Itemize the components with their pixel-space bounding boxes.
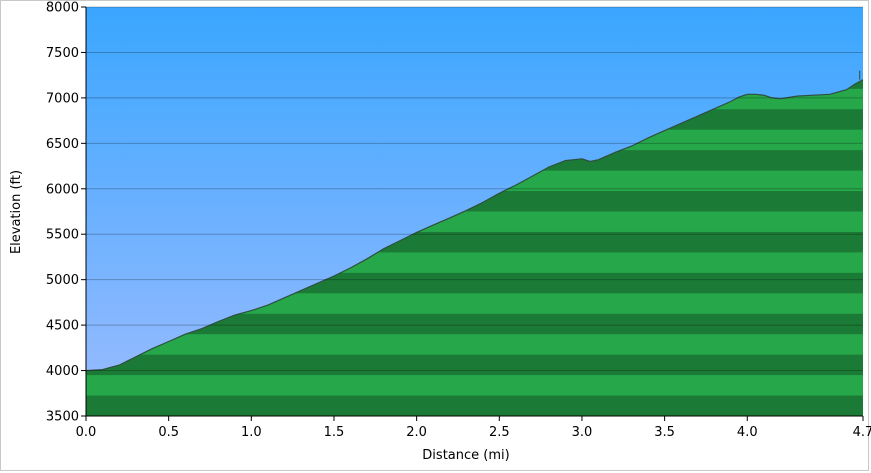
x-tick-labels: 0.0 0.5 1.0 1.5 2.0 2.5 3.0 3.5 4.0 4.7 [76, 425, 871, 440]
x-tick-label: 0.5 [158, 425, 179, 440]
x-tick-label: 3.5 [654, 425, 675, 440]
x-tick-label: 2.5 [489, 425, 510, 440]
y-tick-label: 7000 [46, 91, 79, 106]
y-tick-label: 7500 [46, 46, 79, 61]
terrain-band [86, 395, 863, 416]
terrain-band [86, 313, 863, 335]
x-tick-label: 3.0 [572, 425, 593, 440]
y-tick-label: 5500 [46, 228, 79, 243]
terrain-band [86, 334, 863, 356]
y-tick-label: 5000 [46, 273, 79, 288]
y-tick-label: 4000 [46, 364, 79, 379]
y-tick-label: 3500 [46, 410, 79, 425]
terrain-band [86, 375, 863, 397]
axes [81, 6, 864, 421]
y-tick-label: 4500 [46, 319, 79, 334]
elevation-line [85, 79, 864, 372]
x-tick-label: 1.5 [324, 425, 345, 440]
x-tick-label: 4.7 [853, 425, 871, 440]
y-tick-label: 8000 [46, 1, 79, 16]
x-tick-label: 2.0 [406, 425, 427, 440]
plot-area [85, 7, 864, 416]
x-tick-label: 4.0 [737, 425, 758, 440]
y-tick-label: 6000 [46, 182, 79, 197]
y-tick-label: 6500 [46, 137, 79, 152]
x-axis-title: Distance (mi) [422, 448, 509, 463]
y-axis-title: Elevation (ft) [9, 170, 24, 254]
x-tick-label: 1.0 [241, 425, 262, 440]
y-tick-labels: 3500 4000 4500 5000 5500 6000 6500 7000 7500 8000 [46, 1, 79, 425]
gridlines [86, 6, 863, 372]
terrain-band [86, 354, 863, 376]
x-tick-label: 0.0 [76, 425, 97, 440]
